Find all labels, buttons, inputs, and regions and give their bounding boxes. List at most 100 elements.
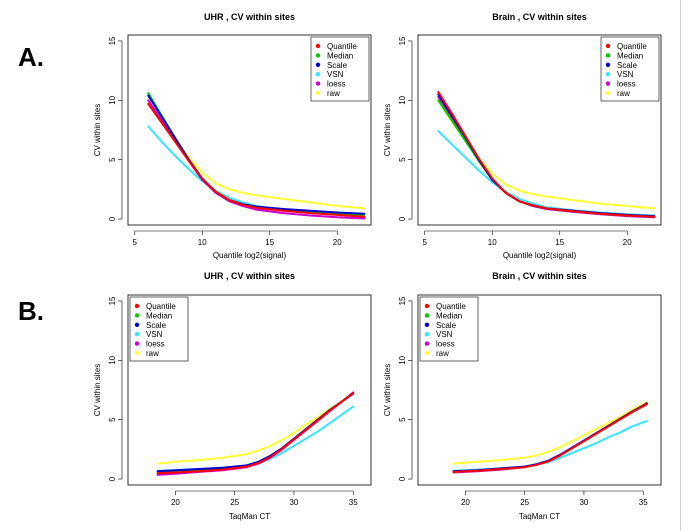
y-axis-label: CV within sites	[383, 364, 392, 416]
legend-label-loess: loess	[146, 340, 165, 349]
x-axis-label: TaqMan CT	[229, 512, 270, 521]
y-tick-label: 0	[398, 476, 407, 481]
x-tick-label: 5	[133, 238, 138, 247]
y-tick-label: 10	[398, 95, 407, 104]
legend-marker-median	[315, 53, 321, 58]
chart-title: Brain , CV within sites	[492, 12, 587, 22]
legend-label-quantile: Quantile	[146, 302, 176, 311]
plot-frame	[417, 34, 662, 226]
series-line-loess	[437, 95, 656, 219]
y-tick-label: 0	[108, 216, 117, 221]
x-axis-label: Quantile log2(signal)	[213, 251, 287, 260]
legend-marker-scale	[605, 62, 611, 67]
legend-box	[419, 296, 479, 362]
x-tick-label: 20	[623, 238, 632, 247]
legend-label-quantile: Quantile	[327, 42, 357, 51]
x-tick-label: 25	[230, 498, 239, 507]
legend-label-quantile: Quantile	[617, 42, 647, 51]
legend-marker-raw	[424, 350, 430, 356]
legend-marker-raw	[134, 350, 140, 356]
legend-label-scale: Scale	[327, 61, 348, 70]
y-axis-label: CV within sites	[93, 104, 102, 156]
plot-frame	[417, 294, 662, 486]
x-tick-label: 30	[289, 498, 298, 507]
y-tick-label: 5	[398, 157, 407, 162]
legend-marker-vsn	[605, 72, 611, 77]
x-tick-label: 5	[423, 238, 428, 247]
chart-4: Brain , CV within sites 20 25 30 35 0 5 10 15 Taq…	[383, 271, 662, 521]
series-line-median	[147, 92, 366, 216]
legend-marker-loess	[605, 81, 611, 86]
legend-marker-median	[424, 313, 430, 318]
legend-label-raw: raw	[617, 89, 630, 98]
series-line-median	[437, 99, 656, 218]
x-tick-label: 35	[639, 498, 648, 507]
legend-label-vsn: VSN	[146, 330, 163, 339]
series-line-vsn	[147, 125, 366, 216]
chart-title: UHR , CV within sites	[204, 12, 295, 22]
y-axis-label: CV within sites	[383, 104, 392, 156]
y-tick-label: 5	[398, 417, 407, 422]
y-tick-label: 15	[108, 296, 117, 305]
x-tick-label: 10	[198, 238, 207, 247]
legend-label-vsn: VSN	[617, 70, 634, 79]
x-tick-label: 20	[171, 498, 180, 507]
chart-2: Brain , CV within sites 5 10 15 20 0 5 10 15 Quan…	[383, 12, 662, 260]
legend-label-median: Median	[436, 311, 462, 320]
chart-3: UHR , CV within sites 20 25 30 35 0 5 10 15 TaqMa…	[93, 271, 372, 521]
legend-box	[600, 36, 660, 102]
y-tick-label: 10	[108, 355, 117, 364]
x-axis-label: TaqMan CT	[519, 512, 560, 521]
y-tick-label: 0	[398, 216, 407, 221]
legend-label-scale: Scale	[146, 321, 167, 330]
legend-marker-quantile	[134, 303, 140, 309]
series-line-raw	[156, 392, 355, 465]
legend-label-raw: raw	[146, 349, 159, 358]
series-line-raw	[147, 99, 366, 210]
legend-label-raw: raw	[436, 349, 449, 358]
legend-marker-raw	[315, 90, 321, 96]
legend-label-quantile: Quantile	[436, 302, 466, 311]
legend-marker-loess	[315, 81, 321, 86]
x-tick-label: 30	[579, 498, 588, 507]
x-tick-label: 20	[461, 498, 470, 507]
legend-marker-quantile	[424, 303, 430, 309]
legend-marker-vsn	[315, 72, 321, 77]
x-tick-label: 10	[488, 238, 497, 247]
legend-marker-scale	[424, 322, 430, 327]
chart-1: UHR , CV within sites 5 10 15 20 0 5 10 15 Quanti…	[93, 12, 372, 260]
series-line-quantile	[437, 91, 656, 218]
series-line-loess	[147, 99, 366, 220]
series-line-scale	[156, 392, 355, 473]
page-edge-rule	[680, 0, 681, 531]
x-axis-label: Quantile log2(signal)	[503, 251, 577, 260]
chart-title: UHR , CV within sites	[204, 271, 295, 281]
x-tick-label: 35	[349, 498, 358, 507]
series-line-quantile	[156, 392, 355, 475]
legend-box	[310, 36, 370, 102]
legend-label-median: Median	[327, 51, 353, 60]
x-tick-label: 20	[333, 238, 342, 247]
plot-frame	[127, 294, 372, 486]
legend-label-loess: loess	[327, 80, 346, 89]
y-tick-label: 0	[108, 476, 117, 481]
legend-marker-quantile	[315, 43, 321, 49]
legend-label-vsn: VSN	[327, 70, 344, 79]
legend-marker-median	[605, 53, 611, 58]
series-line-raw	[452, 400, 648, 465]
series-line-raw	[437, 99, 656, 210]
legend-marker-vsn	[134, 332, 140, 337]
legend-label-vsn: VSN	[436, 330, 453, 339]
series-line-quantile	[147, 102, 366, 218]
legend-box	[129, 296, 189, 362]
legend-label-median: Median	[617, 51, 643, 60]
legend-label-scale: Scale	[436, 321, 457, 330]
series-line-quantile	[452, 403, 648, 473]
y-tick-label: 5	[108, 417, 117, 422]
legend-label-median: Median	[146, 311, 172, 320]
